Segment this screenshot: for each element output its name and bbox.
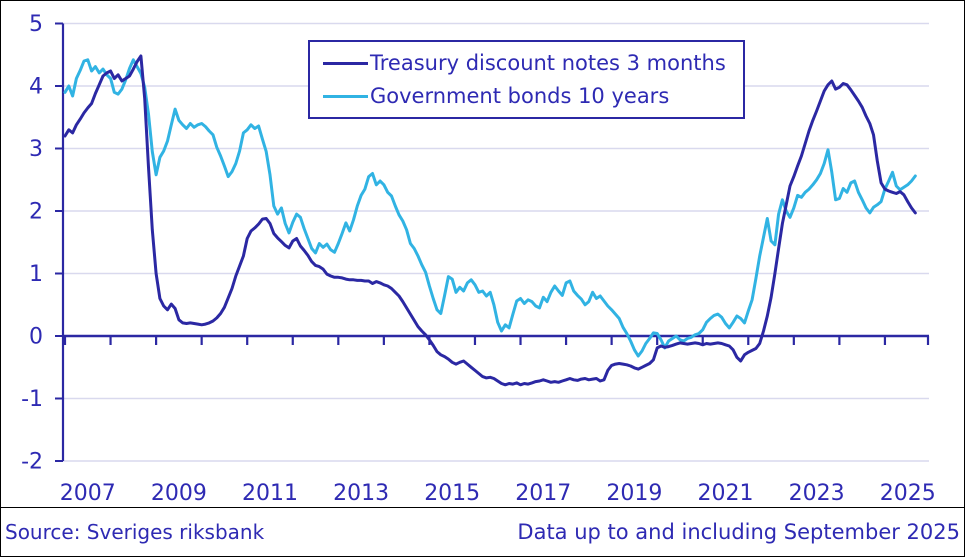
x-tick-label: 2007 (60, 481, 116, 506)
x-tick-label: 2015 (424, 481, 480, 506)
data-coverage-note: Data up to and including September 2025 (517, 520, 960, 544)
y-tick-label: -2 (21, 450, 43, 475)
legend-item-treasury-3m: Treasury discount notes 3 months (323, 51, 743, 75)
legend-item-gov-bonds-10y: Government bonds 10 years (323, 84, 743, 108)
gov-bonds-10y-line-sample (323, 94, 368, 98)
y-tick-label: 4 (29, 75, 43, 100)
x-tick-label: 2011 (242, 481, 298, 506)
y-tick-label: -1 (21, 387, 43, 412)
x-tick-label: 2019 (606, 481, 662, 506)
series-line-1 (63, 58, 917, 358)
x-tick-label: 2013 (333, 481, 389, 506)
y-tick-label: 0 (29, 325, 43, 350)
legend-label-gov-bonds-10y: Government bonds 10 years (370, 84, 670, 108)
legend-label-treasury-3m: Treasury discount notes 3 months (370, 51, 726, 75)
x-tick-label: 2021 (698, 481, 754, 506)
x-tick-label: 2009 (151, 481, 207, 506)
x-tick-label: 2023 (789, 481, 845, 506)
chart-footer: Source: Sveriges riksbank Data up to and… (1, 507, 964, 556)
x-tick-label: 2025 (880, 481, 936, 506)
source-note: Source: Sveriges riksbank (5, 520, 265, 544)
y-tick-label: 5 (29, 12, 43, 37)
series-line-0 (63, 54, 917, 387)
treasury-3m-line-sample (323, 61, 368, 65)
y-tick-label: 3 (29, 137, 43, 162)
y-tick-label: 2 (29, 200, 43, 225)
y-tick-label: 1 (29, 262, 43, 287)
chart-legend: Treasury discount notes 3 months Governm… (308, 40, 745, 119)
x-tick-label: 2017 (515, 481, 571, 506)
line-chart-plot: 5 4 3 2 1 0 -1 -2 2007 2009 2011 2013 2015 2017 2019 20… (21, 12, 936, 506)
